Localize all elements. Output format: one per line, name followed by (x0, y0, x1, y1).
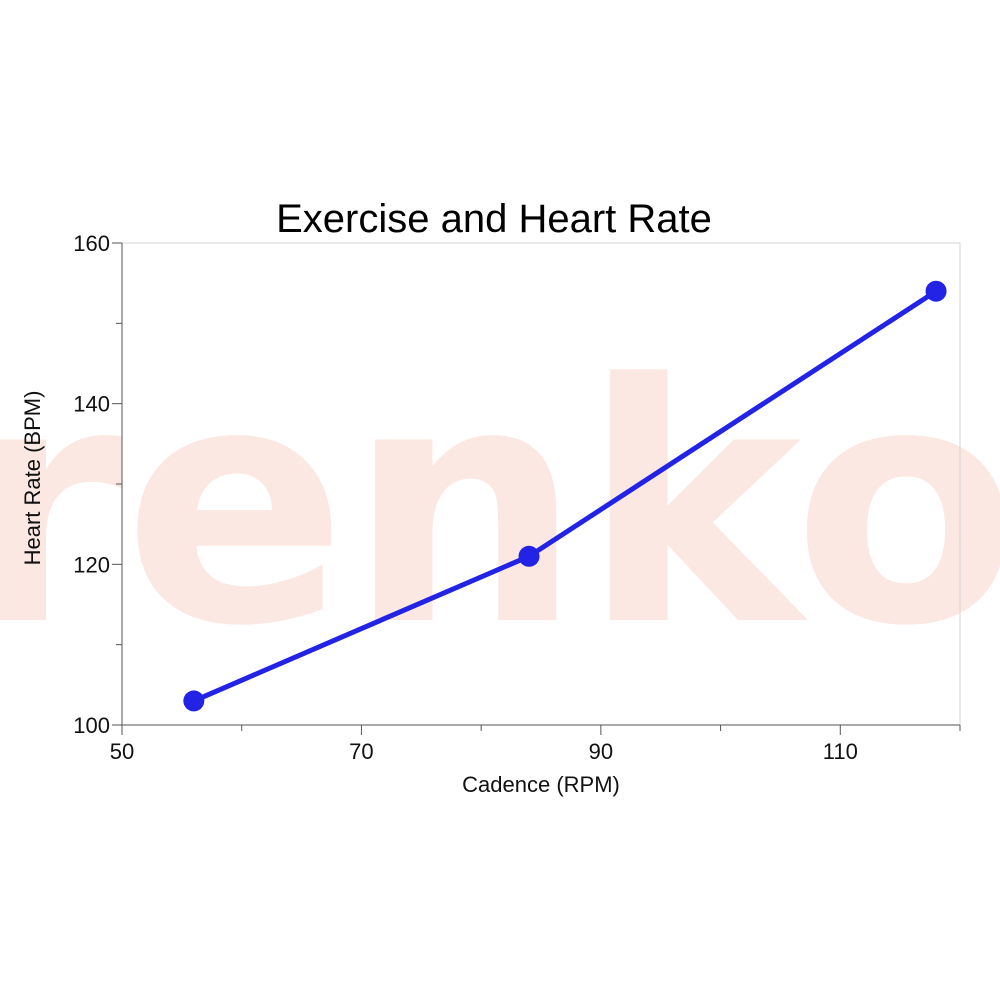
y-tick-label: 100 (73, 713, 110, 738)
x-tick-label: 50 (110, 739, 134, 764)
axes: 50 70 90 110 100 120 140 160 (73, 231, 961, 764)
data-point (183, 690, 205, 712)
y-tick-label: 140 (73, 392, 110, 417)
x-axis-label: Cadence (RPM) (462, 772, 620, 797)
data-point (925, 280, 947, 302)
y-tick-label: 120 (73, 552, 110, 577)
chart-title: Exercise and Heart Rate (276, 197, 712, 241)
watermark-logo: renko (0, 314, 1000, 698)
data-point (518, 545, 540, 567)
x-tick-label: 70 (349, 739, 373, 764)
x-tick-label: 110 (823, 739, 858, 764)
series-layer (183, 280, 947, 712)
x-tick-label: 90 (589, 739, 613, 764)
y-tick-label: 160 (73, 231, 110, 256)
y-axis-label: Heart Rate (BPM) (20, 391, 45, 566)
